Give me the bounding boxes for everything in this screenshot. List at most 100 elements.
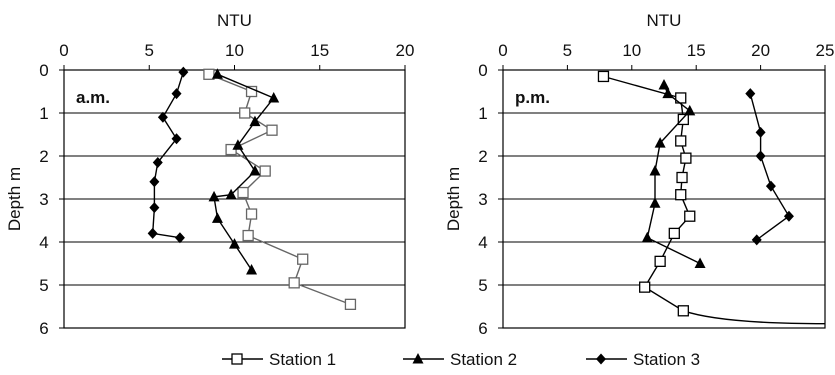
data-point: [152, 156, 163, 168]
x-tick-label: 20: [751, 41, 770, 60]
series-line: [151, 71, 184, 239]
legend: Station 1 Station 2 Station 3: [222, 350, 700, 369]
y-tick-label: 2: [39, 147, 48, 166]
data-point: [677, 113, 689, 126]
legend-item: Station 3: [586, 350, 700, 369]
data-point: [654, 255, 666, 268]
x-tick-label: 0: [498, 41, 507, 60]
series-station-2: [641, 79, 706, 268]
y-tick-label: 5: [39, 276, 48, 295]
data-point: [232, 139, 244, 150]
data-point: [211, 68, 223, 79]
data-point: [675, 135, 687, 147]
y-tick-label: 0: [478, 61, 487, 80]
series-station-1: [203, 68, 357, 311]
x-tick-label: 5: [145, 41, 154, 60]
x-tick-label: 20: [396, 41, 415, 60]
y-tick-label: 3: [39, 190, 48, 209]
data-point: [639, 281, 651, 293]
legend-item: Station 1: [222, 350, 336, 369]
y-tick-label: 2: [478, 147, 487, 166]
data-point: [149, 202, 160, 214]
data-point: [680, 152, 692, 164]
series-station-1: [597, 70, 826, 325]
y-tick-label: 4: [478, 233, 487, 252]
x-tick-label: 10: [622, 41, 641, 60]
series-line: [208, 73, 351, 306]
y-axis-title: Depth m: [5, 167, 24, 231]
data-point: [668, 227, 680, 240]
x-tick-label: 25: [816, 41, 835, 60]
data-point: [203, 68, 215, 80]
y-axis-title: Depth m: [444, 167, 463, 231]
y-tick-label: 6: [39, 319, 48, 338]
data-point: [676, 171, 688, 184]
legend-item: Station 2: [403, 350, 517, 369]
series-station-3: [147, 66, 189, 244]
data-point: [211, 212, 223, 223]
series-station-2: [208, 68, 280, 275]
data-point: [242, 229, 254, 242]
data-point: [157, 111, 168, 123]
data-point: [239, 107, 251, 119]
data-point: [649, 197, 661, 208]
chart-panel-2: 0 5 10 15 20 25 0 1 2 3 4 5 6 NTU Depth m p.m.: [444, 11, 834, 338]
data-point: [178, 66, 189, 78]
data-point: [684, 104, 696, 116]
data-point: [765, 180, 776, 192]
data-point: [174, 232, 185, 244]
data-point: [288, 277, 300, 289]
data-point: [641, 231, 653, 243]
y-tick-label: 0: [39, 61, 48, 80]
data-point: [266, 124, 278, 136]
y-tick-label: 1: [39, 104, 48, 123]
data-point: [208, 190, 220, 202]
data-point: [654, 137, 666, 148]
panel-label: a.m.: [76, 88, 110, 107]
x-axis-title: NTU: [647, 11, 682, 30]
data-point: [297, 253, 309, 265]
data-point: [225, 188, 237, 200]
y-tick-label: 4: [39, 233, 48, 252]
data-point: [249, 165, 261, 176]
x-tick-label: 15: [310, 41, 329, 60]
y-tick-label: 6: [478, 319, 487, 338]
series-station-3: [745, 88, 794, 246]
data-point: [751, 234, 762, 246]
data-point: [268, 91, 280, 103]
data-point: [249, 115, 261, 127]
legend-marker: [231, 353, 243, 365]
data-point: [694, 257, 706, 268]
data-point: [755, 126, 766, 138]
y-tick-label: 1: [478, 104, 487, 123]
data-point: [658, 79, 670, 90]
data-point: [171, 88, 182, 100]
panel-label: p.m.: [515, 88, 550, 107]
chart-panel-1: 0 5 10 15 20 0 1 2 3 4 5 6 NTU Depth m a.m.: [5, 11, 414, 338]
data-point: [246, 263, 258, 275]
data-point: [755, 150, 766, 162]
data-point: [259, 165, 271, 177]
legend-marker: [596, 353, 606, 365]
data-point: [684, 210, 696, 222]
x-tick-label: 10: [225, 41, 244, 60]
data-point: [237, 186, 249, 199]
x-axis-title: NTU: [217, 11, 252, 30]
legend-marker: [412, 353, 424, 364]
x-tick-label: 15: [687, 41, 706, 60]
x-tick-label: 5: [563, 41, 572, 60]
data-point: [171, 133, 182, 145]
y-tick-label: 5: [478, 276, 487, 295]
data-point: [783, 210, 794, 222]
data-point: [147, 227, 158, 239]
data-point: [677, 305, 689, 317]
data-point: [662, 87, 674, 99]
x-tick-label: 0: [59, 41, 68, 60]
legend-label: Station 3: [633, 350, 700, 369]
data-point: [245, 208, 258, 220]
data-point: [229, 238, 240, 249]
series-line: [213, 73, 275, 271]
data-point: [649, 165, 661, 176]
